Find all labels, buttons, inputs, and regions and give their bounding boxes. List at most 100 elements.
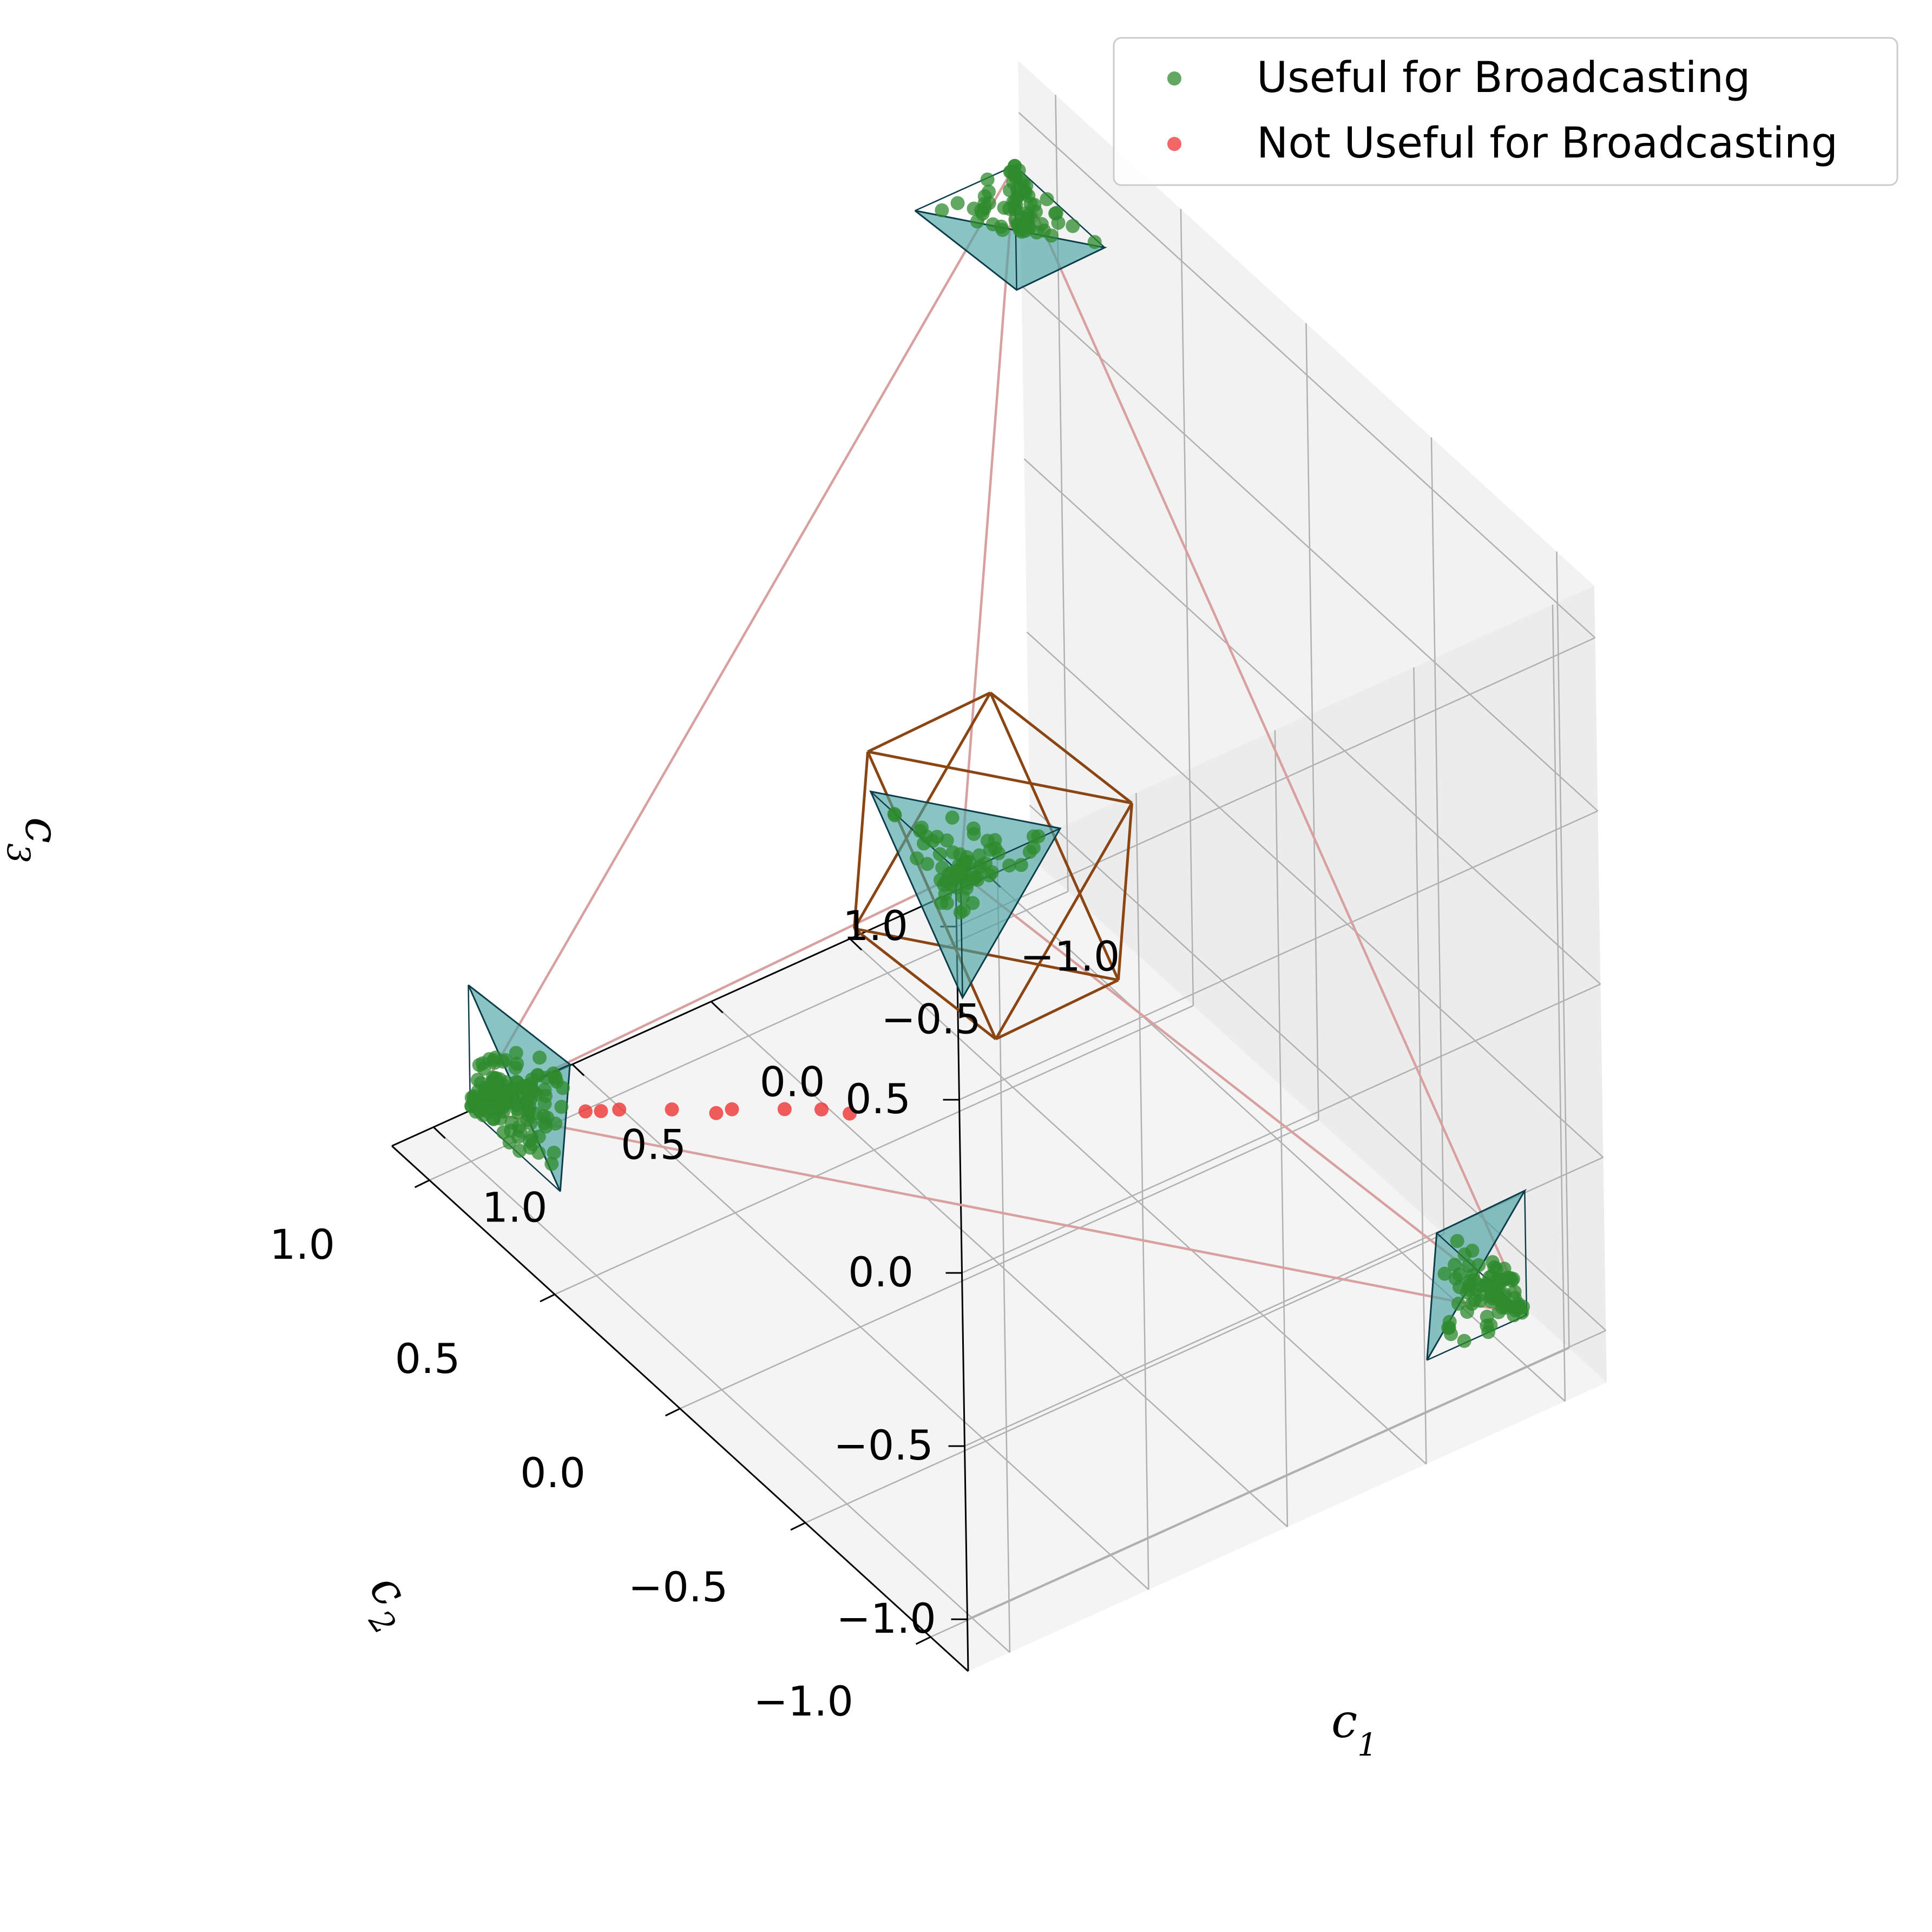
point-useful xyxy=(953,905,968,920)
point-useful xyxy=(1087,235,1102,249)
tick-labels: −1.0 −1.0 −1.0 −0.5 −0.5 −0.5 0.0 0.0 0.0 0.5 0.5 0… xyxy=(270,902,1120,1725)
grid-line xyxy=(996,856,1011,1653)
point-useful xyxy=(512,1123,527,1138)
point-useful xyxy=(1453,1280,1467,1294)
vertex-triangle-edge xyxy=(468,985,471,1110)
point-useful xyxy=(910,851,924,866)
point-useful xyxy=(1023,211,1037,225)
z-tick-label: 0.5 xyxy=(845,1075,911,1123)
point-not-useful xyxy=(578,1104,593,1119)
legend: Useful for Broadcasting Not Useful for B… xyxy=(1113,37,1898,186)
tetrahedron-edge xyxy=(959,165,1016,874)
point-useful xyxy=(492,1072,507,1087)
point-useful xyxy=(509,1046,523,1060)
legend-box xyxy=(1113,37,1898,186)
point-not-useful xyxy=(665,1102,679,1117)
tetrahedron-edges xyxy=(469,165,1528,1317)
point-useful xyxy=(547,1145,561,1160)
legend-label-not-useful: Not Useful for Broadcasting xyxy=(1257,119,1838,168)
grid-line xyxy=(433,1126,1010,1653)
y-tick-label-mark xyxy=(540,1293,555,1303)
z-tick-label: −0.5 xyxy=(833,1421,934,1469)
point-useful xyxy=(1465,1244,1480,1258)
y-axis-label: c2 xyxy=(347,1564,430,1641)
point-useful xyxy=(1008,194,1022,209)
octahedron-edge xyxy=(994,802,1133,1040)
point-useful xyxy=(913,824,928,838)
point-useful xyxy=(1034,217,1049,232)
point-useful xyxy=(496,1125,511,1140)
x-tick-label-mark xyxy=(571,1063,585,1076)
point-useful xyxy=(991,846,1006,860)
point-useful xyxy=(508,1061,523,1075)
octahedron-edge xyxy=(853,928,997,1040)
point-useful xyxy=(1066,219,1080,233)
octahedron-edge xyxy=(989,692,1133,804)
point-useful xyxy=(1442,1315,1457,1329)
point-useful xyxy=(1451,1296,1466,1311)
point-useful xyxy=(533,1050,547,1065)
vertex-triangle-edge xyxy=(915,165,1015,212)
tetrahedron-edge xyxy=(469,165,1016,1110)
point-useful xyxy=(945,810,960,825)
vertex-triangle xyxy=(914,209,1107,291)
point-useful xyxy=(982,185,996,199)
point-useful xyxy=(554,1100,569,1114)
grid-lines xyxy=(429,95,1607,1653)
z-tick-label: −1.0 xyxy=(836,1594,936,1642)
grid-line xyxy=(1021,285,1599,812)
point-useful xyxy=(960,876,975,890)
point-not-useful xyxy=(709,1106,724,1120)
x-tick-label-mark xyxy=(711,1001,724,1014)
point-useful xyxy=(470,1073,485,1087)
point-useful xyxy=(952,866,967,880)
point-useful xyxy=(1026,840,1041,855)
grid-line xyxy=(1180,209,1194,1006)
tetrahedron-edge xyxy=(470,1108,1527,1317)
grid-line xyxy=(571,1063,1149,1591)
octahedron-edge xyxy=(867,691,991,753)
z-tick-label: 0.0 xyxy=(848,1248,914,1296)
point-useful xyxy=(472,1057,487,1072)
point-useful xyxy=(935,203,949,218)
grid-line xyxy=(1023,458,1601,985)
point-useful xyxy=(466,1089,481,1103)
point-useful xyxy=(1026,829,1041,844)
point-useful xyxy=(1002,858,1017,873)
point-useful xyxy=(1450,1234,1464,1248)
point-not-useful xyxy=(843,1106,857,1121)
y-tick-label: −0.5 xyxy=(628,1563,728,1611)
point-useful xyxy=(939,896,954,910)
point-useful xyxy=(1006,175,1021,190)
point-useful xyxy=(980,172,995,187)
point-useful xyxy=(555,1081,570,1095)
point-useful xyxy=(548,1116,563,1131)
octahedron-edge xyxy=(1117,803,1133,981)
point-useful xyxy=(1457,1333,1471,1348)
y-tick-label-mark xyxy=(665,1408,681,1417)
point-useful xyxy=(512,1144,527,1158)
point-useful xyxy=(1014,858,1028,872)
point-not-useful xyxy=(594,1104,608,1119)
y-tick-label: 0.5 xyxy=(395,1335,461,1383)
y-tick-label: −1.0 xyxy=(753,1677,853,1725)
grid-line xyxy=(1135,793,1149,1590)
point-useful xyxy=(537,1096,552,1111)
legend-marker-not-useful xyxy=(1167,137,1181,151)
point-useful xyxy=(935,860,950,875)
y-tick-label-mark xyxy=(915,1636,931,1645)
point-useful xyxy=(497,1084,512,1099)
grid-line xyxy=(680,1119,1319,1409)
point-useful xyxy=(524,1129,539,1144)
point-useful xyxy=(1485,1291,1500,1306)
octahedron-edge xyxy=(868,750,1132,805)
point-useful xyxy=(544,1156,559,1171)
point-useful xyxy=(920,857,935,871)
octahedron-edge xyxy=(853,751,869,929)
point-useful xyxy=(982,196,996,211)
point-useful xyxy=(887,806,902,821)
point-useful xyxy=(1480,1309,1494,1324)
legend-label-useful: Useful for Broadcasting xyxy=(1257,54,1751,102)
point-not-useful xyxy=(814,1102,829,1116)
